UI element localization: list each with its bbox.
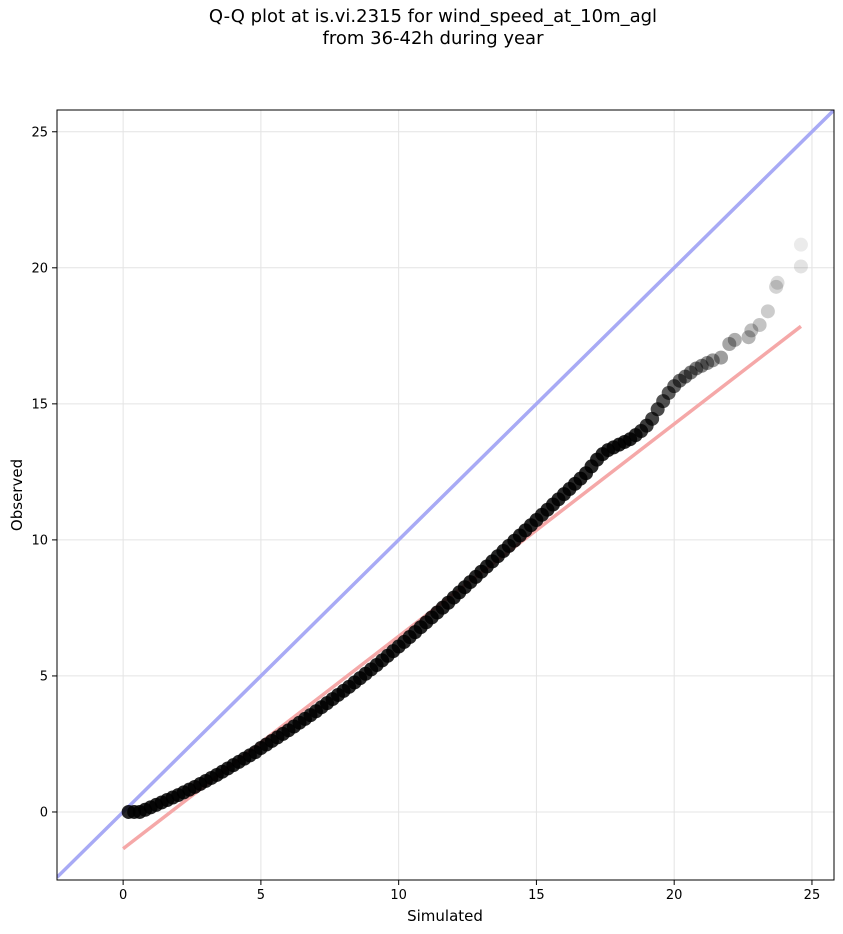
data-point [727, 332, 742, 347]
plot-frame [56, 109, 835, 881]
y-tick-label: 5 [40, 669, 48, 684]
data-point [752, 317, 767, 332]
data-point [760, 304, 775, 319]
data-points [121, 237, 808, 819]
y-axis-ticks: 0 5 10 15 20 25 [31, 125, 57, 820]
y-tick-label: 25 [31, 125, 48, 140]
data-point [700, 356, 715, 371]
data-point [741, 330, 756, 345]
data-point [769, 279, 784, 294]
reference-lines [57, 110, 834, 879]
data-point [770, 275, 785, 290]
y-tick-label: 10 [31, 533, 48, 548]
x-tick-label: 25 [804, 888, 821, 903]
x-tick-label: 0 [119, 888, 127, 903]
chart-title-line1: Q-Q plot at is.vi.2315 for wind_speed_at… [208, 6, 658, 27]
x-tick-label: 5 [257, 888, 265, 903]
x-tick-label: 15 [528, 888, 545, 903]
identity-line [57, 110, 834, 879]
data-point [683, 365, 698, 380]
data-point [793, 259, 808, 274]
data-point [689, 361, 704, 376]
y-tick-label: 15 [31, 397, 48, 412]
data-point [722, 336, 737, 351]
y-axis-label: Observed [8, 459, 26, 531]
y-tick-label: 20 [31, 261, 48, 276]
data-point [793, 237, 808, 252]
data-point [744, 323, 759, 338]
x-tick-label: 10 [390, 888, 407, 903]
data-point [694, 358, 709, 373]
data-point [714, 350, 729, 365]
x-axis-label: Simulated [407, 907, 483, 925]
x-axis-ticks: 0 5 10 15 20 25 [119, 880, 820, 903]
x-tick-label: 20 [666, 888, 683, 903]
chart-title-line2: from 36-42h during year [322, 28, 544, 49]
y-tick-label: 0 [40, 805, 48, 820]
data-point [705, 353, 720, 368]
chart-title: Q-Q plot at is.vi.2315 for wind_speed_at… [0, 6, 843, 50]
